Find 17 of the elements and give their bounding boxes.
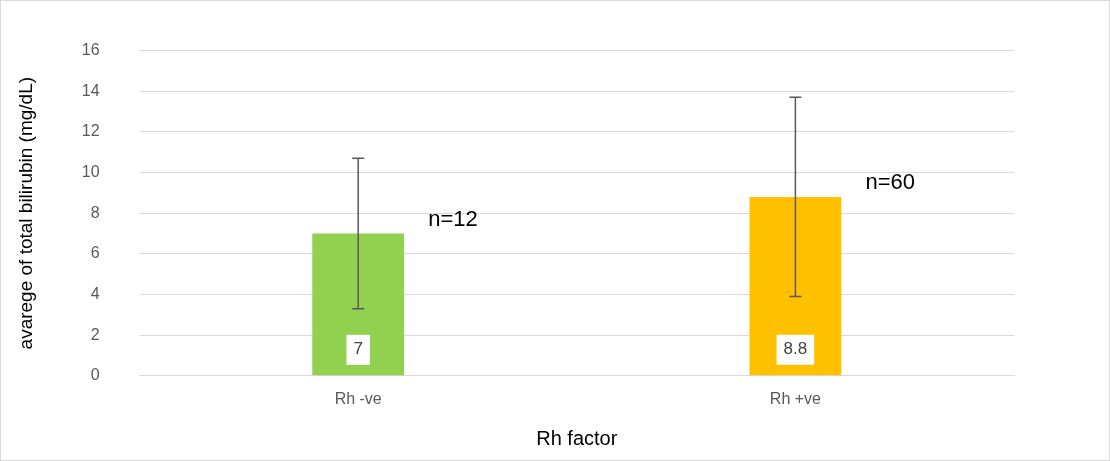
data-label: 7 [353,339,363,359]
y-tick-label: 8 [90,203,100,221]
y-tick-label: 4 [90,284,100,302]
x-tick-label: Rh +ve [769,389,822,407]
y-tick-label: 16 [81,41,100,59]
y-tick-label: 2 [90,325,100,343]
y-tick-label: 0 [90,366,100,384]
y-tick-label: 6 [90,244,100,262]
annotation: n=60 [865,169,915,194]
y-tick-label: 14 [81,81,100,99]
annotation: n=12 [428,205,478,231]
y-tick-label: 12 [81,122,100,140]
x-tick-label: Rh -ve [334,389,382,407]
y-tick-label: 10 [81,162,100,180]
x-axis-title: Rh factor [536,426,618,449]
data-label: 8.8 [783,339,808,359]
y-axis-title: avarege of total bilirubin (mg/dL) [14,76,36,350]
